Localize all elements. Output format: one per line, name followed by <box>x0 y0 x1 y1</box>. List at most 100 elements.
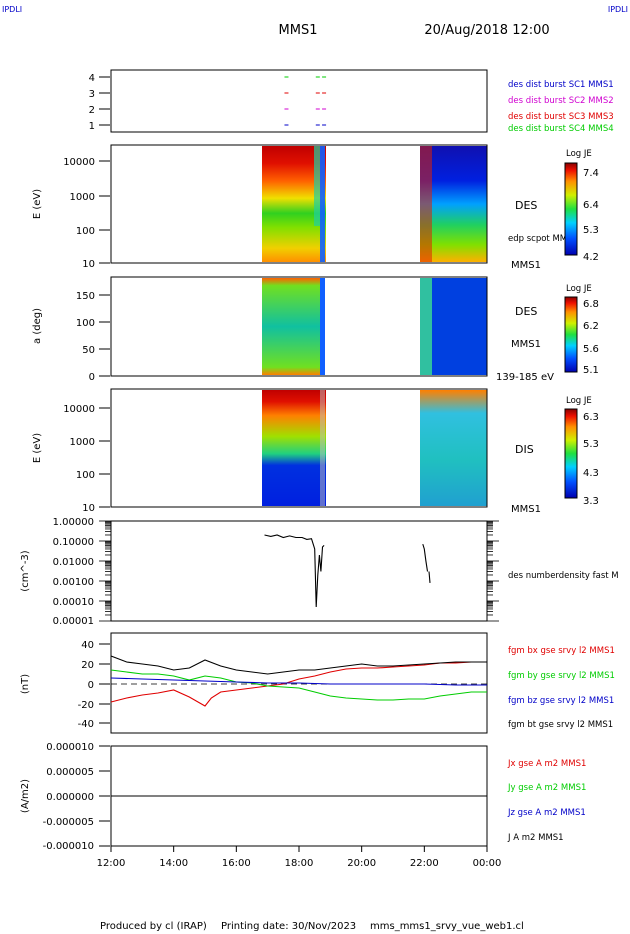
corner-label-right: IPDLI <box>608 5 628 14</box>
bfield-legend-bz: fgm bz gse srvy l2 MMS1 <box>508 696 614 706</box>
dis-energy-label-dis: DIS <box>515 443 534 456</box>
panel-burst: 4 3 2 1 des dist burst SC1 MMS1 des dist… <box>89 69 614 134</box>
bfield-series-line <box>110 655 487 675</box>
time-tick-label: 12:00 <box>97 858 126 869</box>
des-energy-cbar-tick: 4.2 <box>583 252 599 263</box>
footer-printing-date: Printing date: 30/Nov/2023 <box>221 921 356 932</box>
panel-des-pitch: 150 100 50 0 a (deg) DES MMS1 139-185 eV… <box>32 276 599 383</box>
time-tick-label: 14:00 <box>159 858 188 869</box>
des-energy-label-mms1: MMS1 <box>511 260 541 271</box>
current-ytick-1: 0.000010 <box>46 742 94 753</box>
current-legend-jy: Jy gse A m2 MMS1 <box>507 783 586 793</box>
footer-file: mms_mms1_srvy_vue_web1.cl <box>370 921 524 932</box>
des-pitch-colorbar <box>564 296 578 373</box>
bfield-series-line <box>110 677 487 686</box>
header-spacecraft: MMS1 <box>279 23 318 38</box>
burst-ytick-4: 4 <box>89 73 95 84</box>
dis-energy-colorbar <box>564 408 578 499</box>
burst-legend-sc2: des dist burst SC2 MMS2 <box>508 96 614 106</box>
dis-energy-label-mms1: MMS1 <box>511 504 541 515</box>
burst-legend-sc3: des dist burst SC3 MMS3 <box>508 112 614 122</box>
dis-energy-ylabel: E (eV) <box>32 433 43 463</box>
panel-current: 0.000010 0.000005 0.000000 -0.000005 -0.… <box>20 742 586 852</box>
des-energy-label-des: DES <box>515 199 537 212</box>
des-pitch-cbar-tick: 5.6 <box>583 344 599 355</box>
des-energy-ytick-10: 10 <box>82 259 95 270</box>
dis-energy-cbar-tick: 5.3 <box>583 439 599 450</box>
dis-energy-cbar-title: Log JE <box>566 396 592 406</box>
des-pitch-ytick-0: 0 <box>89 372 95 383</box>
dis-energy-ytick-10000: 10000 <box>63 404 95 415</box>
burst-legend-sc4: des dist burst SC4 MMS4 <box>508 124 614 134</box>
density-ytick-0.001: 0.00100 <box>53 577 94 588</box>
dis-energy-block-1 <box>262 390 326 506</box>
dis-energy-ytick-10: 10 <box>82 503 95 514</box>
bfield-ytick-m20: -20 <box>78 700 94 711</box>
des-energy-cbar-tick: 7.4 <box>583 168 599 179</box>
des-energy-cbar-title: Log JE <box>566 149 592 159</box>
panel-density: 1.00000 0.10000 0.01000 0.00100 0.00010 … <box>20 517 619 627</box>
des-energy-ytick-100: 100 <box>76 226 95 237</box>
dis-energy-ytick-1000: 1000 <box>70 437 95 448</box>
density-ylabel: (cm^-3) <box>20 550 31 591</box>
burst-ytick-1: 1 <box>89 121 95 132</box>
des-energy-ylabel: E (eV) <box>32 189 43 219</box>
density-legend: des numberdensity fast M <box>508 571 619 581</box>
dis-energy-block-2 <box>420 390 487 506</box>
time-tick-label: 00:00 <box>473 858 502 869</box>
des-pitch-label-des: DES <box>515 305 537 318</box>
current-ylabel: (A/m2) <box>20 779 31 813</box>
bfield-ytick-m40: -40 <box>78 719 94 730</box>
bfield-ytick-40: 40 <box>81 640 94 651</box>
des-pitch-ytick-50: 50 <box>82 345 95 356</box>
des-energy-label-scpot: edp scpot MMS1 <box>508 234 578 244</box>
dis-energy-cbar-tick: 3.3 <box>583 496 599 507</box>
burst-ytick-3: 3 <box>89 89 95 100</box>
footer-credit: Produced by cl (IRAP) <box>100 921 207 932</box>
des-pitch-label-mms1: MMS1 <box>511 339 541 350</box>
bfield-ytick-20: 20 <box>81 660 94 671</box>
bfield-ylabel: (nT) <box>20 674 31 694</box>
time-tick-label: 16:00 <box>222 858 251 869</box>
panel-bfield: 40 20 0 -20 -40 (nT) fgm bx gse srvy l2 … <box>20 632 615 734</box>
density-ytick-0.00001: 0.00001 <box>53 616 94 627</box>
des-pitch-ytick-100: 100 <box>76 318 95 329</box>
panel-dis-energy: 10000 1000 100 10 E (eV) DIS MMS1 Log JE… <box>32 388 599 515</box>
density-ytick-1: 1.00000 <box>53 517 94 528</box>
corner-label-left: IPDLI <box>2 5 22 14</box>
bfield-legend-bx: fgm bx gse srvy l2 MMS1 <box>508 646 615 656</box>
panel-burst-frame <box>110 69 488 133</box>
burst-ytick-2: 2 <box>89 105 95 116</box>
des-pitch-ytick-150: 150 <box>76 291 95 302</box>
bfield-ytick-0: 0 <box>88 680 94 691</box>
bfield-series-line <box>110 669 487 701</box>
time-tick-label: 20:00 <box>347 858 376 869</box>
des-energy-ytick-10000: 10000 <box>63 157 95 168</box>
panel-des-energy: 10000 1000 100 10 E (eV) DES edp scpot M… <box>32 144 599 271</box>
time-axis: 12:00 14:00 16:00 18:00 20:00 22:00 00:00 <box>97 846 502 869</box>
current-ytick-2: 0.000005 <box>46 767 94 778</box>
des-energy-colorbar <box>564 162 578 256</box>
time-tick-label: 22:00 <box>410 858 439 869</box>
current-legend-jz: Jz gse A m2 MMS1 <box>507 808 586 818</box>
density-ytick-0.0001: 0.00010 <box>53 597 94 608</box>
density-ytick-0.1: 0.10000 <box>53 537 94 548</box>
bfield-legend-bt: fgm bt gse srvy l2 MMS1 <box>508 720 613 730</box>
des-pitch-label-energy: 139-185 eV <box>496 372 554 383</box>
des-energy-cbar-tick: 5.3 <box>583 225 599 236</box>
dis-energy-cbar-tick: 4.3 <box>583 468 599 479</box>
header-datetime: 20/Aug/2018 12:00 <box>424 23 549 38</box>
des-pitch-cbar-tick: 6.2 <box>583 321 599 332</box>
des-pitch-cbar-title: Log JE <box>566 284 592 294</box>
current-ytick-4: -0.000005 <box>43 817 94 828</box>
burst-legend-sc1: des dist burst SC1 MMS1 <box>508 80 614 90</box>
density-series-line <box>428 571 431 583</box>
bfield-legend-by: fgm by gse srvy l2 MMS1 <box>508 671 615 681</box>
current-ytick-5: -0.000010 <box>43 841 94 852</box>
density-series-line <box>264 534 325 608</box>
dis-energy-ytick-100: 100 <box>76 470 95 481</box>
current-legend-j: J A m2 MMS1 <box>507 833 564 843</box>
time-tick-label: 18:00 <box>285 858 314 869</box>
des-energy-ytick-1000: 1000 <box>70 192 95 203</box>
